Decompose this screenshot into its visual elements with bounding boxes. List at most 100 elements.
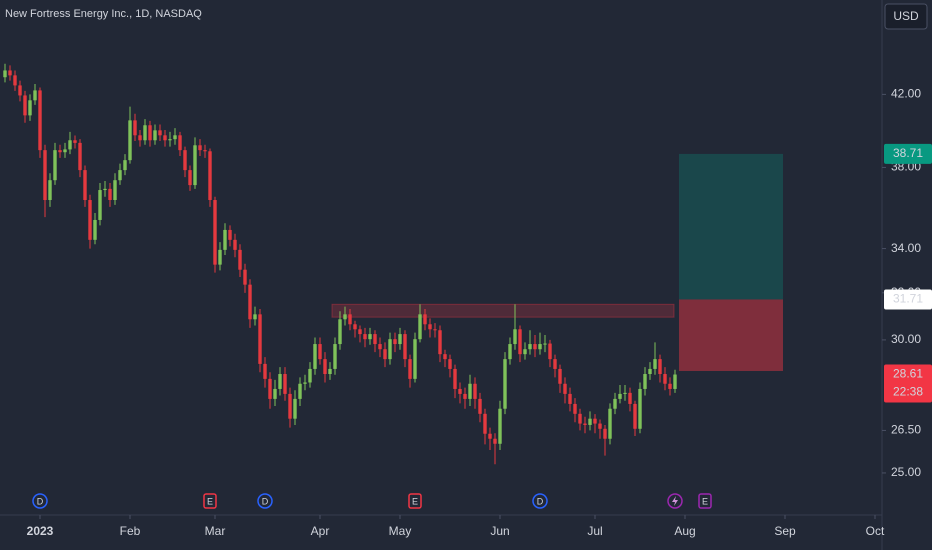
candle-body (503, 359, 507, 409)
candle-body (403, 334, 407, 360)
candle-body (668, 383, 672, 389)
candle-body (593, 418, 597, 424)
countdown: 22:38 (893, 385, 923, 399)
candle-body (168, 139, 172, 141)
candle-body (188, 170, 192, 186)
event-label: E (207, 496, 213, 506)
candle-body (73, 140, 77, 143)
candle-body (243, 269, 247, 285)
candle-body (493, 438, 497, 444)
entry-price-tag-bg (884, 289, 932, 310)
event-label: D (537, 496, 544, 506)
candle-body (488, 433, 492, 439)
candle-body (183, 150, 187, 171)
dividend-event (257, 493, 273, 509)
candle-body (253, 314, 257, 320)
candle-body (178, 135, 182, 151)
candle-body (173, 135, 177, 140)
plot-area (3, 63, 783, 465)
candle-body (613, 398, 617, 409)
candle-body (558, 368, 562, 384)
candle-body (388, 339, 392, 360)
candle-body (53, 150, 57, 181)
candle-body (303, 382, 307, 384)
candle-body (623, 392, 627, 394)
candle-body (258, 314, 262, 364)
candle-body (413, 339, 417, 379)
candle-body (263, 363, 267, 379)
candle-body (218, 249, 222, 265)
candle-body (333, 344, 337, 369)
candle-body (348, 314, 352, 325)
candle-body (453, 368, 457, 389)
candle-body (48, 180, 52, 201)
last-price-tag: 28.61 (893, 367, 923, 381)
candle-body (473, 383, 477, 399)
earnings-event (698, 493, 712, 509)
candle-body (193, 145, 197, 186)
candle-body (528, 344, 532, 350)
x-tick-label: Jun (490, 524, 509, 538)
candle-body (633, 403, 637, 429)
candle-body (63, 149, 67, 153)
candle-body (128, 120, 132, 161)
candle-body (273, 388, 277, 399)
dividend-event (532, 493, 548, 509)
candle-body (508, 344, 512, 360)
lightning-event (667, 493, 683, 509)
y-tick-label: 42.00 (891, 87, 921, 101)
stop-zone (679, 299, 783, 371)
candle-body (598, 423, 602, 429)
candle-body (208, 151, 212, 201)
candle-body (468, 383, 472, 399)
candle-body (498, 408, 502, 444)
currency-button[interactable] (884, 3, 928, 30)
candle-body (198, 145, 202, 151)
candle-body (103, 188, 107, 191)
y-tick-label: 34.00 (891, 241, 921, 255)
candle-body (233, 239, 237, 250)
event-label: D (262, 496, 269, 506)
candle-body (43, 150, 47, 201)
candle-body (363, 334, 367, 340)
candle-body (398, 334, 402, 345)
candle-body (18, 85, 22, 96)
candle-body (563, 383, 567, 394)
candle-body (158, 130, 162, 136)
candle-body (318, 344, 322, 360)
candle-body (543, 343, 547, 345)
candle-body (463, 393, 467, 399)
candle-body (223, 229, 227, 250)
candle-body (533, 344, 537, 350)
y-tick-label: 25.00 (891, 465, 921, 479)
candle-body (483, 413, 487, 434)
target-price-tag: 38.71 (893, 146, 923, 160)
candle-body (23, 95, 27, 116)
candle-body (638, 388, 642, 429)
y-tick-label: 30.00 (891, 332, 921, 346)
candle-body (163, 135, 167, 141)
x-tick-label: May (389, 524, 412, 538)
candle-body (368, 334, 372, 340)
candle-body (653, 359, 657, 369)
candle-body (248, 284, 252, 320)
candle-body (138, 135, 142, 141)
x-tick-label: Jul (587, 524, 602, 538)
candle-body (433, 329, 437, 331)
candle-body (33, 90, 37, 101)
candle-body (113, 180, 117, 201)
candle-body (228, 229, 232, 240)
candle-body (238, 249, 242, 270)
candle-body (13, 75, 17, 86)
candle-body (288, 393, 292, 419)
candle-body (663, 374, 667, 384)
candle-body (213, 200, 217, 265)
x-tick-label: 2023 (27, 524, 54, 538)
candle-body (583, 423, 587, 425)
candle-body (28, 100, 32, 116)
candle-body (573, 403, 577, 414)
candle-body (58, 150, 62, 153)
